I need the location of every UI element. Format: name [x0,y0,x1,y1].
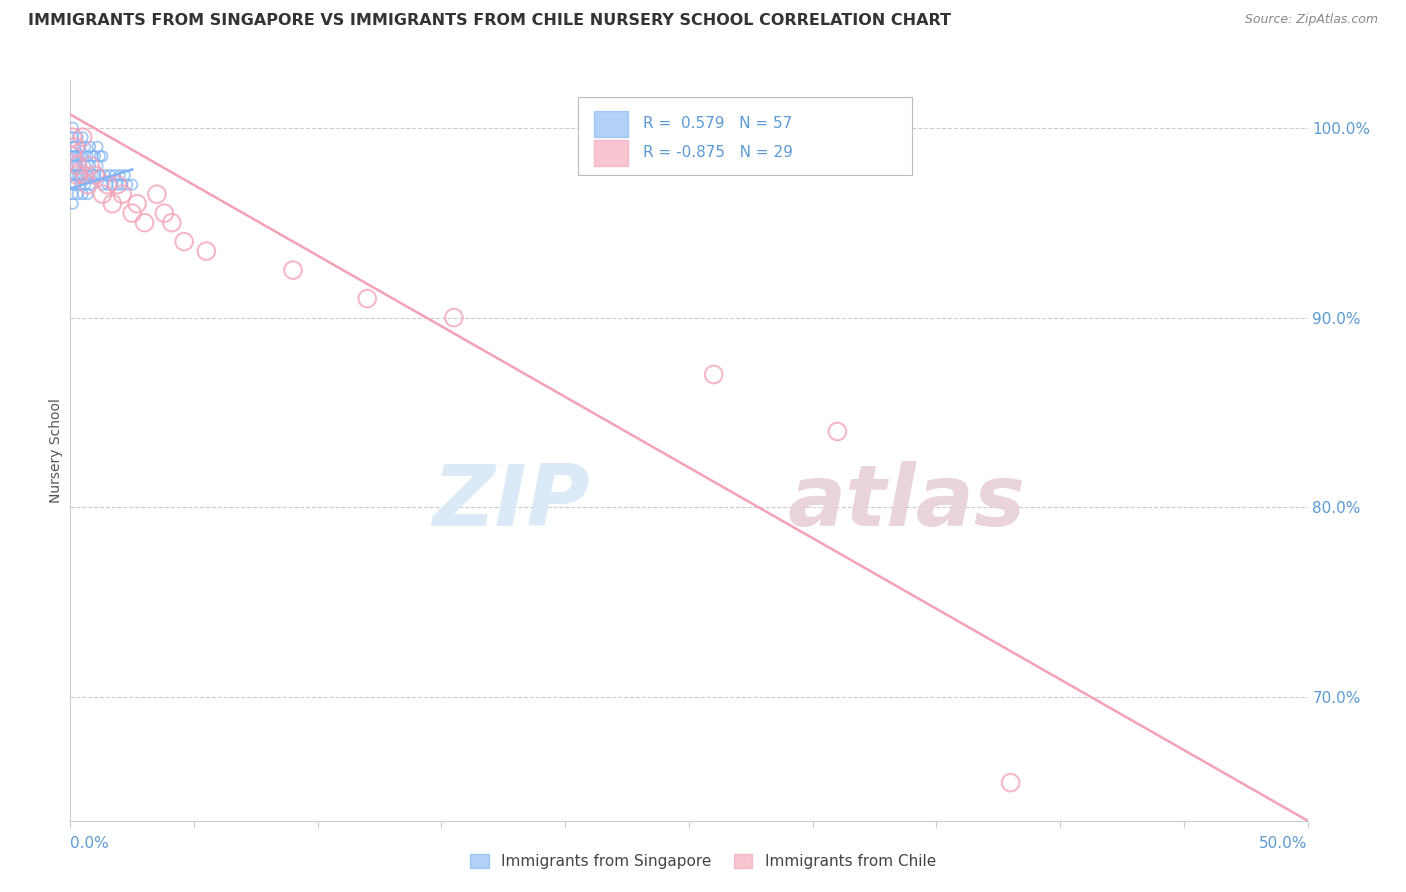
Point [173,235,195,249]
Text: R =  0.579   N = 57: R = 0.579 N = 57 [643,116,793,131]
Point [356,292,378,306]
Point [94,168,117,182]
FancyBboxPatch shape [593,111,628,136]
Point [91,149,114,163]
Point [76,187,98,202]
Point [65,178,87,192]
Point [89,168,111,182]
Legend: Immigrants from Singapore, Immigrants from Chile: Immigrants from Singapore, Immigrants fr… [464,848,942,875]
Point [84,168,107,182]
Point [114,168,136,182]
Point [62,187,84,202]
Point [127,196,149,211]
Point [66,168,89,182]
Point [62,130,84,145]
FancyBboxPatch shape [593,140,628,166]
Point [66,159,89,173]
Point [86,139,108,153]
Point [98,168,121,182]
Point [108,168,131,182]
Text: ZIP: ZIP [432,461,591,544]
Point [75,159,97,173]
Point [65,139,87,153]
Point [65,168,87,182]
Point [91,178,114,192]
Point [66,168,89,182]
Point [65,139,87,153]
Point [86,159,108,173]
Point [134,216,156,230]
Point [281,263,304,277]
Point [153,206,176,220]
Point [91,187,114,202]
Point [104,168,127,182]
Point [443,310,465,325]
Point [65,159,87,173]
Point [72,168,94,182]
Point [111,187,134,202]
Point [105,178,128,192]
Point [76,168,98,182]
Point [79,159,101,173]
Text: 50.0%: 50.0% [1260,836,1308,851]
Point [66,187,89,202]
Point [84,149,107,163]
Point [72,130,94,145]
Point [82,149,104,163]
Point [82,168,104,182]
Point [101,196,124,211]
Point [72,187,94,202]
Point [75,139,97,153]
Point [146,187,169,202]
Point [96,178,118,192]
Point [827,425,849,439]
Point [1000,775,1022,789]
Point [69,168,91,182]
Point [76,149,98,163]
Point [160,216,183,230]
Text: 0.0%: 0.0% [70,836,110,851]
Point [121,206,143,220]
Point [96,178,118,192]
Point [111,178,134,192]
Point [89,149,111,163]
Point [105,178,128,192]
Point [195,244,218,259]
Point [101,178,124,192]
Point [62,149,84,163]
Point [59,168,82,182]
Point [69,149,91,163]
Point [66,149,89,163]
Point [75,168,97,182]
Point [62,196,84,211]
Text: Source: ZipAtlas.com: Source: ZipAtlas.com [1244,13,1378,27]
Point [65,149,87,163]
FancyBboxPatch shape [578,97,911,175]
Text: IMMIGRANTS FROM SINGAPORE VS IMMIGRANTS FROM CHILE NURSERY SCHOOL CORRELATION CH: IMMIGRANTS FROM SINGAPORE VS IMMIGRANTS … [28,13,950,29]
Point [84,168,107,182]
Point [66,130,89,145]
Point [79,178,101,192]
Point [62,139,84,153]
Point [69,178,91,192]
Point [76,178,98,192]
Point [115,178,138,192]
Y-axis label: Nursery School: Nursery School [49,398,63,503]
Point [703,368,725,382]
Point [79,159,101,173]
Text: atlas: atlas [787,461,1026,544]
Point [75,178,97,192]
Point [66,159,89,173]
Point [79,139,101,153]
Point [62,149,84,163]
Point [69,139,91,153]
Text: R = -0.875   N = 29: R = -0.875 N = 29 [643,145,793,161]
Point [72,130,94,145]
Point [62,120,84,135]
Point [62,159,84,173]
Point [72,149,94,163]
Point [62,130,84,145]
Point [121,178,143,192]
Point [62,178,84,192]
